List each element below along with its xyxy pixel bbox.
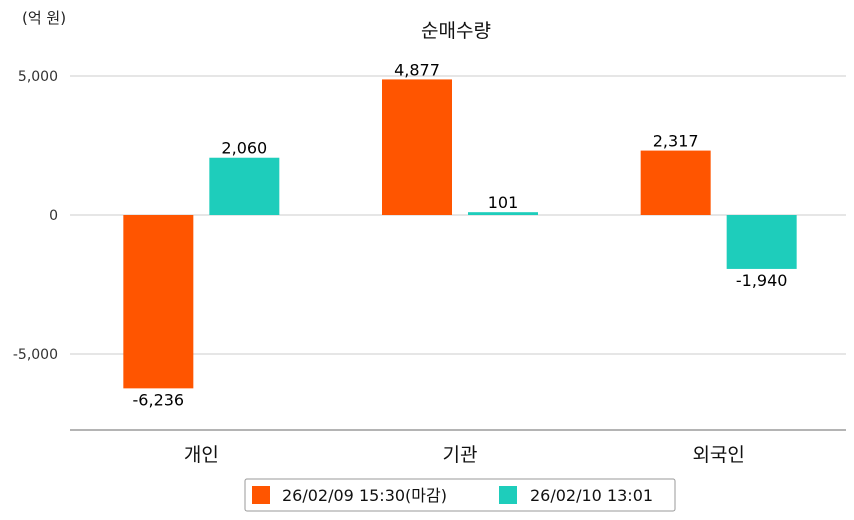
data-label: 2,060	[221, 139, 267, 158]
x-tick-label: 외국인	[692, 444, 744, 466]
data-labels: -6,236 2,060 4,877 101 2,317 -1,940	[133, 60, 788, 409]
data-label: -1,940	[736, 271, 788, 290]
y-tick-label: -5,000	[13, 347, 58, 363]
legend-label-series-1: 26/02/09 15:30(마감)	[282, 486, 447, 505]
unit-label: (억 원)	[22, 9, 66, 27]
chart-title: 순매수량	[421, 20, 491, 42]
data-label: 2,317	[653, 132, 699, 151]
y-tick-label: 0	[49, 208, 58, 224]
legend-swatch-series-1	[252, 486, 270, 504]
bar-1-1[interactable]	[123, 215, 194, 389]
legend-swatch-series-2	[499, 486, 517, 504]
bar-2-1[interactable]	[209, 157, 280, 215]
y-axis-ticks: 5,000 0 -5,000	[13, 69, 58, 363]
x-tick-label: 개인	[184, 444, 219, 466]
legend-box	[244, 478, 676, 512]
bar-1-2[interactable]	[382, 79, 452, 215]
bar-2-3[interactable]	[726, 215, 797, 269]
bar-2-2[interactable]	[468, 212, 538, 215]
data-label: 101	[488, 193, 519, 212]
legend-label-series-2: 26/02/10 13:01	[530, 486, 653, 505]
bars	[123, 79, 797, 389]
legend[interactable]: 26/02/09 15:30(마감) 26/02/10 13:01	[244, 478, 676, 512]
x-tick-label: 기관	[443, 444, 478, 466]
bar-1-3[interactable]	[640, 150, 711, 215]
data-label: 4,877	[394, 60, 440, 79]
grid-lines	[70, 75, 846, 355]
y-tick-label: 5,000	[18, 69, 58, 85]
data-label: -6,236	[133, 390, 185, 409]
x-axis-ticks: 개인 기관 외국인	[184, 444, 745, 466]
